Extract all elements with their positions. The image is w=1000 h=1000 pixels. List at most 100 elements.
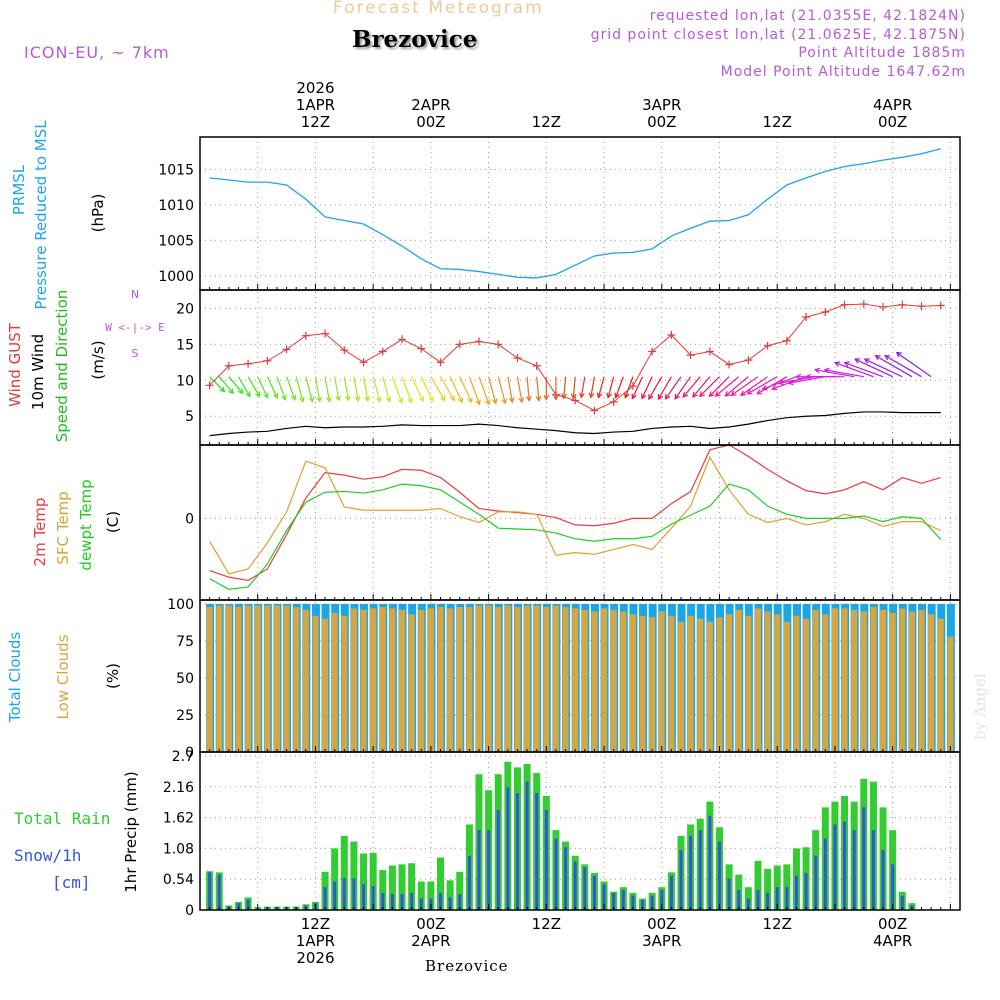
wind-tick-label: 15 [176,337,194,353]
wind-arrow-head [272,392,279,400]
wind-direction-arrow [572,376,576,399]
wind-gust-marker [821,307,830,316]
low-cloud-bar [418,609,425,752]
wind-gust-marker [609,397,618,406]
model-label: ICON-EU, ~ 7km [24,43,170,62]
wind-gust-marker [398,335,407,344]
snow-bar [208,872,212,910]
pressure-tick-label: 1005 [158,233,194,249]
wind-arrow-head [375,396,382,403]
low-cloud-bar [341,615,348,752]
wind-arrow-head [724,391,731,397]
snow-bar [785,887,789,910]
wind-direction-arrow [382,376,391,402]
wind-gust-marker [648,347,657,356]
precip-tick-label: 0 [185,903,194,919]
low-cloud-bar [697,618,704,752]
wind-direction-arrow [815,369,855,378]
sfc-temp-line [209,455,942,575]
snow-bar [381,892,385,910]
wind-gust-marker [686,351,695,360]
snow-bar [352,878,356,910]
low-cloud-bar [408,614,415,752]
wind-arrow-head [588,392,595,399]
wind-direction-arrow [715,376,740,397]
snow-bar [236,903,240,910]
low-cloud-bar [793,615,800,752]
wind-arrow-head [777,379,784,386]
wind-gust-marker [628,382,637,391]
wind-direction-arrow [372,376,381,402]
wind-arrow-head [623,392,630,399]
low-cloud-bar [716,617,723,752]
wind-direction-arrow [699,376,720,397]
wind-direction-arrow [497,376,506,404]
wind-gust-marker [494,340,503,349]
precip-tick-label: 2.16 [163,780,194,796]
wind-direction-arrow [237,376,251,397]
wind-direction-arrow [305,376,314,402]
low-cloud-bar [447,608,454,752]
wind-arrow-head [281,394,287,401]
precip-tick-label: 0.54 [163,872,194,888]
wind-direction-arrow [420,376,434,402]
wind-arrow-head [245,391,251,398]
bottom-time-label: 12Z [532,915,561,933]
wind-arrow-head [385,396,392,403]
snow-unit-label: [cm] [52,873,91,892]
wind-arrow-head [657,394,664,401]
wind-direction-arrow [218,376,234,394]
rain-bar [379,870,387,910]
low-cloud-bar [726,614,733,752]
wind-gust-marker [417,344,426,353]
wind-arrow-head [614,392,620,399]
low-cloud-bar [851,609,858,752]
wind-arrow-head [804,373,811,380]
cloud-tick-label: 100 [167,597,194,613]
wind-direction-arrow [507,376,513,403]
cloud-tick-label: 50 [176,671,194,687]
wind-direction-arrow [724,376,749,397]
low-cloud-bar [764,611,771,752]
wind-gust-label: Wind GUST [6,322,24,407]
cloud-tick-label: 75 [176,634,194,650]
low-cloud-bar [591,611,598,752]
wind-gust-marker [898,300,907,309]
low-cloud-bar [350,608,357,752]
wind-arrow-head [397,397,404,404]
low-cloud-bar [485,605,492,752]
rain-bar [331,848,339,910]
wind-direction-arrow [266,376,278,399]
low-cloud-bar [254,605,261,752]
wind-direction-arrow [641,376,653,399]
low-cloud-bar [918,609,925,752]
snow-bar [362,884,366,910]
rain-bar [456,871,464,910]
wind-direction-arrow [468,376,480,405]
compass-north-label: N [131,288,139,301]
rain-bar [446,880,454,910]
snow-bar [612,892,616,910]
wind-direction-arrow [834,362,874,378]
snow-bar [814,855,818,910]
wind-gust-marker [917,302,926,311]
low-cloud-bar [841,608,848,752]
snow-bar [881,850,885,910]
wind-gust-marker [263,356,272,365]
wind-direction-arrow [563,376,567,399]
wind-arrow-head [606,392,612,399]
wind-arrow-head [787,379,794,386]
wind-direction-arrow [854,358,893,378]
bottom-time-label: 12Z [763,915,792,933]
cloud-tick-label: 25 [176,708,194,724]
wind-arrow-head [484,399,491,406]
low-cloud-bar [302,609,309,752]
wind-arrow-head [263,392,269,400]
rain-bar [417,881,425,910]
wind-arrow-head [364,395,370,403]
low-cloud-bar [928,614,935,752]
low-cloud-bar [562,606,569,752]
low-cloud-bar [225,605,232,752]
low-cloud-bar [822,614,829,752]
wind-arrow-head [449,395,455,402]
